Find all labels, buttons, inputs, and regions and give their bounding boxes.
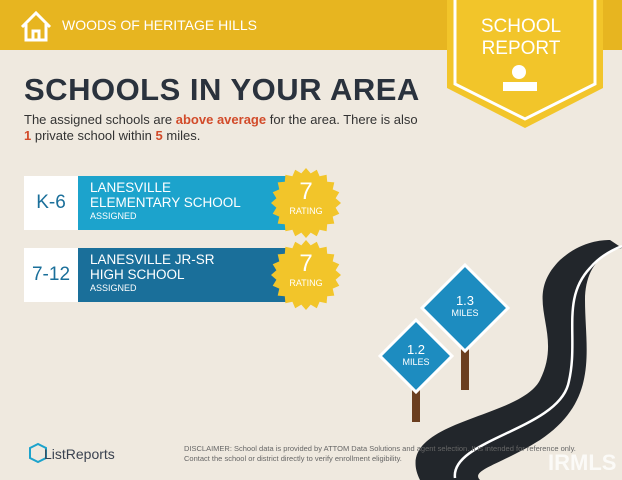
- sign-unit: MILES: [451, 308, 479, 318]
- badge-top: SCHOOL: [480, 16, 562, 37]
- sign-unit: MILES: [402, 357, 430, 367]
- brand-icon: [29, 442, 47, 464]
- school-status: ASSIGNED: [90, 211, 137, 221]
- intro-highlight: 1: [24, 128, 32, 143]
- book-icon: [503, 82, 537, 91]
- title: SCHOOLS IN YOUR AREA: [24, 72, 420, 107]
- road: [415, 240, 622, 480]
- intro-highlight: above average: [175, 112, 267, 127]
- school-bar: [78, 248, 290, 302]
- grade-box: 7-12: [24, 248, 78, 302]
- rating-value: 7: [299, 250, 313, 277]
- rating-seal: [271, 168, 341, 238]
- school-name: LANESVILLE ELEMENTARY SCHOOL: [90, 180, 241, 210]
- rating-value: 7: [299, 178, 313, 205]
- badge: [447, 0, 603, 128]
- school-status: ASSIGNED: [90, 283, 137, 293]
- sign-distance: 1.3: [455, 293, 475, 308]
- brand: ListReports: [44, 446, 115, 462]
- school-info: LANESVILLE JR-SR HIGH SCHOOL ASSIGNED: [78, 248, 288, 302]
- school-bar: [78, 176, 290, 230]
- intro-text: miles.: [162, 128, 201, 143]
- school-info: LANESVILLE ELEMENTARY SCHOOL ASSIGNED: [78, 176, 288, 230]
- rating: 7 RATING: [276, 250, 336, 288]
- intro-text: private school within: [31, 128, 156, 143]
- school-name: LANESVILLE JR-SR HIGH SCHOOL: [90, 252, 215, 282]
- watermark: IRMLS: [548, 450, 617, 475]
- badge-bottom: REPORT: [481, 38, 561, 59]
- sign-text: 1.2 MILES: [386, 342, 446, 367]
- intro-highlight: 5: [155, 128, 163, 143]
- badge-border: [453, 0, 597, 121]
- home-icon: [20, 10, 52, 42]
- sign-distance: 1.2: [406, 342, 426, 357]
- rating: 7 RATING: [276, 178, 336, 216]
- grade-box: K-6: [24, 176, 78, 230]
- intro: The assigned schools are above average f…: [24, 112, 424, 144]
- rating-label: RATING: [289, 278, 323, 288]
- sign: [377, 317, 455, 395]
- sign-post: [412, 370, 420, 422]
- sign-post: [461, 330, 469, 390]
- sign: [419, 262, 511, 354]
- rating-label: RATING: [289, 206, 323, 216]
- rating-seal: [271, 240, 341, 310]
- community-name: WOODS OF HERITAGE HILLS: [62, 17, 257, 33]
- intro-text: The assigned schools are: [24, 112, 176, 127]
- intro-text: for the area. There is also: [266, 112, 418, 127]
- disclaimer: DISCLAIMER: School data is provided by A…: [184, 444, 576, 463]
- sign-text: 1.3 MILES: [435, 293, 495, 318]
- apple-icon: [512, 65, 526, 79]
